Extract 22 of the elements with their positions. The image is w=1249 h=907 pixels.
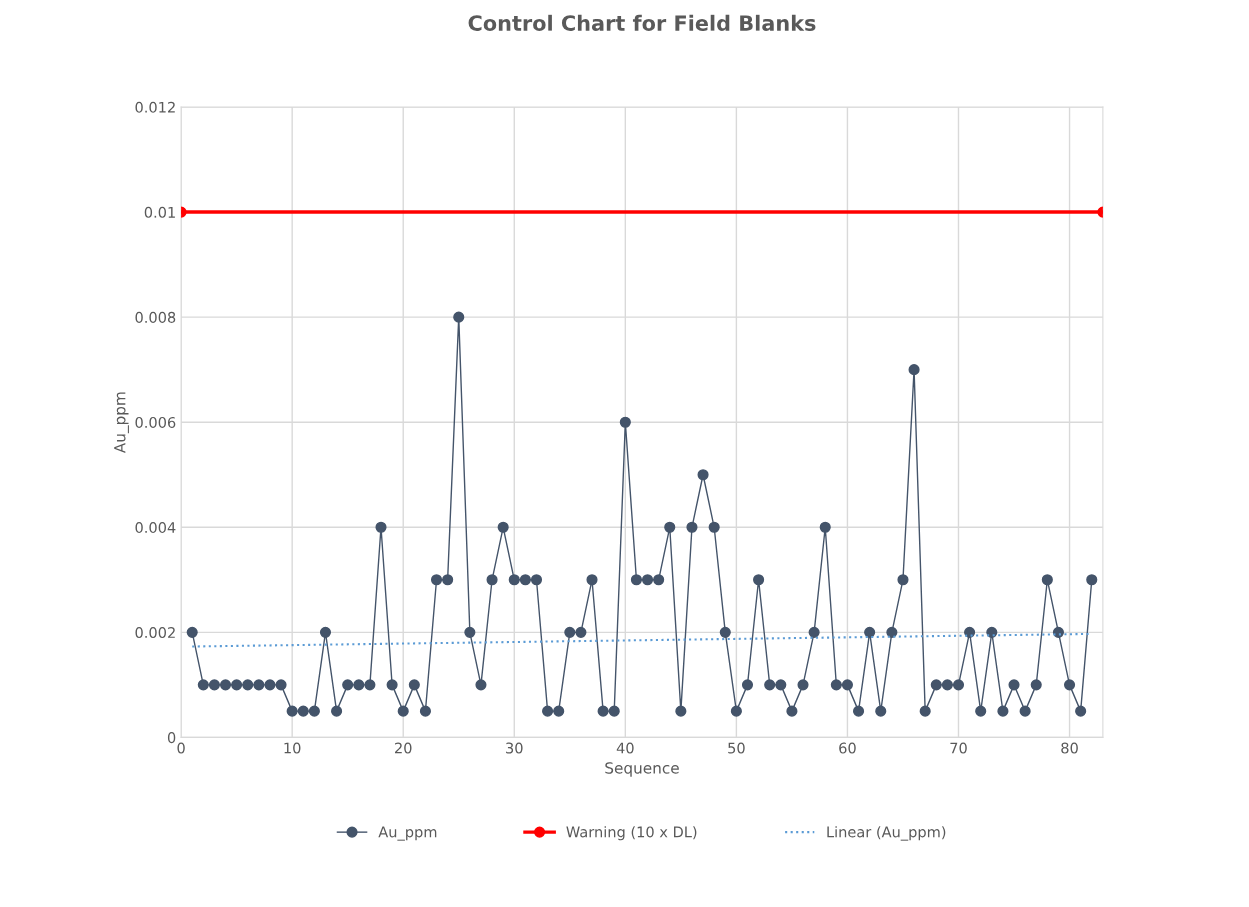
y-tick-label: 0.01 [144,206,175,218]
x-tick-label: 70 [950,742,967,754]
y-tick-label: 0.012 [135,101,175,113]
legend-label: Warning (10 x DL) [566,826,697,841]
x-tick-label: 40 [616,742,634,754]
y-tick-label: 0 [167,732,176,744]
legend-label: Au_ppm [378,826,437,841]
x-tick-label: 0 [177,742,185,754]
chart-title: Control Chart for Field Blanks [468,14,816,31]
x-tick-label: 10 [284,742,301,754]
legend-label: Linear (Au_ppm) [827,826,946,841]
x-tick-label: 30 [506,742,523,754]
x-tick-label: 60 [839,742,856,754]
y-axis-title: Au_ppm [114,392,129,454]
x-tick-label: 50 [728,742,745,754]
y-tick-label: 0.002 [135,627,175,639]
x-tick-label: 80 [1061,742,1078,754]
y-tick-label: 0.008 [135,311,176,323]
y-tick-label: 0.006 [135,416,176,428]
y-tick-label: 0.004 [135,521,176,534]
x-axis-title: Sequence [605,762,679,777]
x-tick-label: 20 [395,742,412,754]
